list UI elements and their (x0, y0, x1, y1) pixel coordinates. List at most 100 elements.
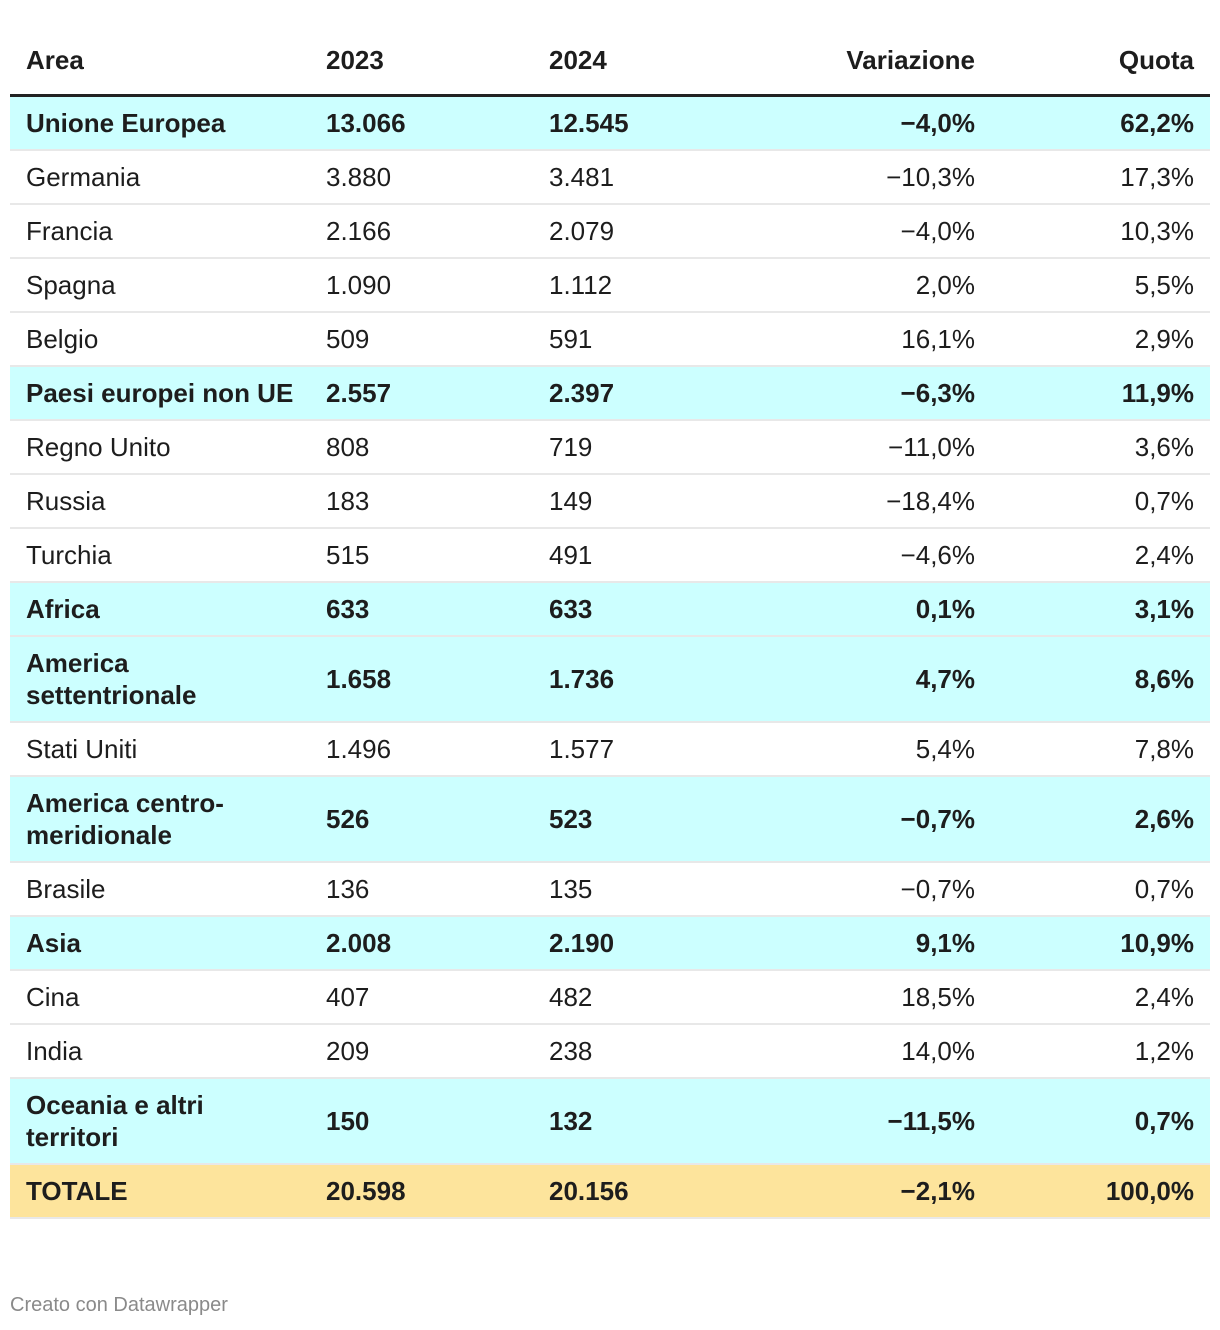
table-row: Russia 183 149 −18,4% 0,7% (10, 474, 1210, 529)
table-cell: Turchia (10, 528, 310, 583)
table-cell: −11,5% (760, 1078, 991, 1165)
table-row: Belgio 509 591 16,1% 2,9% (10, 312, 1210, 367)
table-cell: America settentrionale (10, 636, 310, 723)
table-cell: −4,0% (760, 95, 991, 151)
table-cell: 526 (310, 776, 533, 863)
table-cell: −4,0% (760, 204, 991, 259)
table-cell: −4,6% (760, 528, 991, 583)
table-cell: 591 (533, 312, 760, 367)
table-cell: 2,4% (991, 970, 1210, 1025)
table-row: Oceania e altri territori 150 132 −11,5% 0,7… (10, 1078, 1210, 1165)
table-cell: Russia (10, 474, 310, 529)
table-cell: 2,4% (991, 528, 1210, 583)
table-cell: 20.598 (310, 1164, 533, 1219)
table-cell: 3,6% (991, 420, 1210, 475)
footer: Creato con Datawrapper (10, 1294, 228, 1316)
table-cell: 20.156 (533, 1164, 760, 1219)
table-row: Spagna 1.090 1.112 2,0% 5,5% (10, 258, 1210, 313)
table-cell: Brasile (10, 862, 310, 917)
table-cell: 12.545 (533, 95, 760, 151)
table-cell: 1.112 (533, 258, 760, 313)
header-row: Area 2023 2024 Variazione Quota (10, 30, 1210, 97)
table-cell: 2.079 (533, 204, 760, 259)
table-cell: Germania (10, 150, 310, 205)
table-cell: 2,6% (991, 776, 1210, 863)
table-cell: 4,7% (760, 636, 991, 723)
table-cell: 11,9% (991, 366, 1210, 421)
table-cell: 10,3% (991, 204, 1210, 259)
table-cell: 209 (310, 1024, 533, 1079)
table-cell: America centro-meridionale (10, 776, 310, 863)
table-cell: India (10, 1024, 310, 1079)
table-row: America settentrionale 1.658 1.736 4,7% 8,6% (10, 636, 1210, 723)
table-cell: −10,3% (760, 150, 991, 205)
table-cell: 482 (533, 970, 760, 1025)
table-cell: −0,7% (760, 776, 991, 863)
column-header: Quota (991, 30, 1210, 97)
table-cell: 17,3% (991, 150, 1210, 205)
table-cell: 509 (310, 312, 533, 367)
table-cell: 16,1% (760, 312, 991, 367)
table-cell: Paesi europei non UE (10, 366, 310, 421)
table-cell: 491 (533, 528, 760, 583)
table-cell: 3.481 (533, 150, 760, 205)
table-cell: 62,2% (991, 95, 1210, 151)
table-cell: 0,1% (760, 582, 991, 637)
table-cell: 1.658 (310, 636, 533, 723)
table-cell: 633 (533, 582, 760, 637)
table-row: Brasile 136 135 −0,7% 0,7% (10, 862, 1210, 917)
table-cell: 0,7% (991, 862, 1210, 917)
column-header: Area (10, 30, 310, 97)
table-cell: 132 (533, 1078, 760, 1165)
table-row: Africa 633 633 0,1% 3,1% (10, 582, 1210, 637)
table-cell: 719 (533, 420, 760, 475)
table-cell: 515 (310, 528, 533, 583)
table-cell: 2.397 (533, 366, 760, 421)
table-cell: 0,7% (991, 1078, 1210, 1165)
column-header: Variazione (760, 30, 991, 97)
table-cell: 183 (310, 474, 533, 529)
table-cell: 2.190 (533, 916, 760, 971)
table-row: Regno Unito 808 719 −11,0% 3,6% (10, 420, 1210, 475)
table-cell: 135 (533, 862, 760, 917)
table-cell: Francia (10, 204, 310, 259)
table-row: America centro-meridionale 526 523 −0,7% 2,6… (10, 776, 1210, 863)
table-cell: 1.090 (310, 258, 533, 313)
table-cell: 8,6% (991, 636, 1210, 723)
table-row: Francia 2.166 2.079 −4,0% 10,3% (10, 204, 1210, 259)
table-cell: 2.557 (310, 366, 533, 421)
table-cell: 136 (310, 862, 533, 917)
table-row: Turchia 515 491 −4,6% 2,4% (10, 528, 1210, 583)
table-cell: Africa (10, 582, 310, 637)
table-cell: Stati Uniti (10, 722, 310, 777)
table-cell: 0,7% (991, 474, 1210, 529)
table-cell: Regno Unito (10, 420, 310, 475)
table-cell: Oceania e altri territori (10, 1078, 310, 1165)
table-cell: Cina (10, 970, 310, 1025)
table-cell: 2,9% (991, 312, 1210, 367)
table-cell: Asia (10, 916, 310, 971)
table-cell: 5,4% (760, 722, 991, 777)
table-cell: −2,1% (760, 1164, 991, 1219)
table-cell: 10,9% (991, 916, 1210, 971)
table-cell: 5,5% (991, 258, 1210, 313)
table-cell: 18,5% (760, 970, 991, 1025)
table-cell: 150 (310, 1078, 533, 1165)
column-header: 2024 (533, 30, 760, 97)
table-cell: −11,0% (760, 420, 991, 475)
table-cell: 9,1% (760, 916, 991, 971)
table-cell: −18,4% (760, 474, 991, 529)
table-row: Unione Europea 13.066 12.545 −4,0% 62,2% (10, 95, 1210, 151)
table-cell: 3.880 (310, 150, 533, 205)
table-row: Stati Uniti 1.496 1.577 5,4% 7,8% (10, 722, 1210, 777)
table-cell: 149 (533, 474, 760, 529)
table-cell: Belgio (10, 312, 310, 367)
table-cell: −6,3% (760, 366, 991, 421)
table-cell: Unione Europea (10, 95, 310, 151)
table-cell: 1,2% (991, 1024, 1210, 1079)
table-cell: 238 (533, 1024, 760, 1079)
table-cell: 2,0% (760, 258, 991, 313)
table-cell: 1.496 (310, 722, 533, 777)
table-row: TOTALE 20.598 20.156 −2,1% 100,0% (10, 1164, 1210, 1219)
